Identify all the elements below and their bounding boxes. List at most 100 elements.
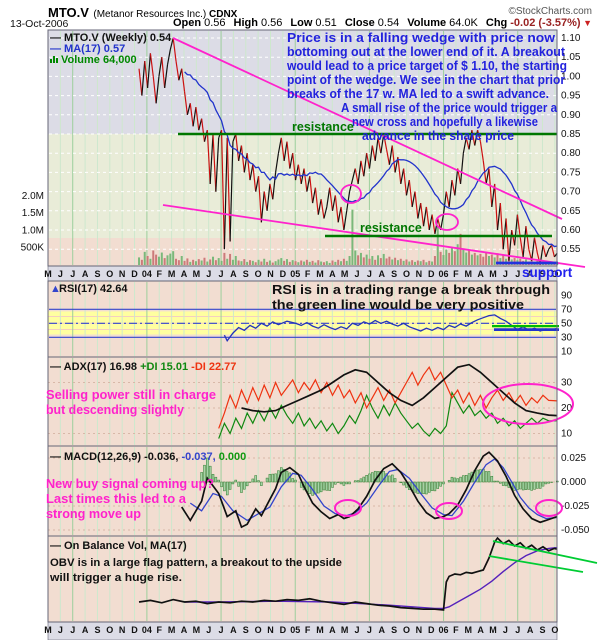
volume-bar	[291, 260, 294, 265]
price-line-segment	[209, 133, 214, 184]
macd-histogram-bar	[544, 481, 548, 485]
macd-histogram-bar	[496, 480, 499, 483]
annotation-text: advance in the share price	[362, 129, 514, 143]
price-line-segment	[380, 133, 385, 154]
annotation-text: A small rise of the price would trigger …	[341, 101, 558, 115]
volume-bar	[226, 258, 229, 265]
volume-bar	[490, 254, 493, 265]
price-line-segment	[146, 53, 152, 88]
volume-bar	[160, 252, 163, 265]
price-legend: — MTO.V (Weekly) 0.54	[50, 32, 172, 44]
macd-histogram-bar	[536, 481, 539, 489]
price-line-segment	[502, 218, 507, 250]
macd-histogram-bar	[200, 472, 203, 483]
price-line-segment	[249, 164, 254, 181]
volume-bar	[442, 254, 445, 265]
volume-bar	[502, 255, 505, 265]
volume-bar	[405, 259, 408, 265]
volume-bar	[485, 251, 488, 265]
volume-bar	[487, 256, 490, 265]
x-axis-month-label: J	[219, 269, 224, 279]
volume-bar	[428, 260, 431, 265]
copyright-label: ©StockCharts.com	[508, 6, 592, 17]
macd-histogram-bar	[442, 481, 445, 485]
price-zone-middle	[48, 134, 557, 238]
volume-bar	[408, 261, 411, 265]
price-line-segment	[277, 137, 282, 154]
adx-axis-label: 20	[561, 403, 573, 414]
x-axis-month-label: M	[316, 269, 324, 279]
x-axis-month-label: N	[119, 625, 126, 635]
price-line-segment	[138, 68, 143, 96]
x-axis-month-label: J	[58, 625, 63, 635]
volume-bar	[243, 259, 246, 265]
macd-histogram-bar	[538, 481, 542, 489]
annotation-text: the green line would be very positive	[272, 297, 524, 312]
quote-label: Chg	[485, 17, 508, 29]
volume-bar	[314, 262, 317, 265]
x-axis-month-label: A	[329, 625, 336, 635]
company-name: (Metanor Resources Inc.)	[93, 9, 209, 20]
x-axis-month-label: J	[367, 269, 372, 279]
volume-bar	[348, 256, 351, 265]
x-axis-month-label: O	[255, 269, 262, 279]
volume-bar	[251, 260, 254, 265]
price-line-segment	[226, 137, 231, 242]
volume-bar	[371, 256, 374, 265]
adx-highlight-ellipse	[482, 383, 574, 425]
macd-histogram-bar	[493, 480, 496, 483]
volume-bar	[325, 261, 328, 265]
price-line-segment	[494, 183, 499, 231]
volume-bar	[479, 253, 482, 265]
x-axis-month-label: A	[230, 269, 237, 279]
macd-histogram-bar	[228, 481, 232, 490]
macd-histogram-bar	[245, 481, 249, 487]
price-line-segment	[445, 191, 450, 208]
quote-date: 13-Oct-2006	[10, 18, 69, 30]
annotation-text: Last times this led to a	[46, 491, 187, 506]
macd-histogram-bar	[317, 481, 320, 494]
trendline	[172, 37, 563, 220]
volume-bar	[214, 260, 217, 265]
x-axis-month-label: S	[94, 625, 100, 635]
volume-bar	[337, 259, 340, 265]
price-line-segment	[246, 153, 251, 181]
obv-flag-line	[492, 540, 598, 564]
volume-bar	[359, 252, 362, 265]
price-line-segment	[454, 168, 459, 196]
volume-bar	[152, 250, 155, 265]
x-axis-month-label: J	[367, 625, 372, 635]
x-axis-month-label: J	[219, 625, 224, 635]
x-axis-month-label: S	[539, 269, 545, 279]
adx-axis-label: 30	[561, 378, 573, 389]
volume-bar	[308, 261, 311, 265]
volume-bar	[186, 258, 189, 265]
price-line-segment	[317, 199, 322, 215]
highlight-circle	[340, 184, 362, 204]
volume-bar	[140, 259, 143, 265]
price-panel-frame	[47, 29, 558, 267]
x-axis-month-label: A	[379, 625, 386, 635]
adx-axis-label: 10	[561, 429, 573, 440]
x-axis-month-label: M	[465, 269, 473, 279]
x-axis-month-label: 04	[142, 269, 152, 279]
price-line-segment	[448, 180, 453, 208]
price-line-segment	[178, 68, 183, 81]
macd-histogram-bar	[362, 476, 366, 483]
macd-histogram-bar	[422, 481, 425, 495]
macd-histogram-bar	[490, 475, 494, 483]
volume-bar	[402, 260, 405, 265]
price-line-segment	[152, 76, 157, 104]
volume-bar	[246, 261, 249, 265]
price-line-segment	[243, 153, 248, 173]
x-axis-month-label: M	[168, 269, 176, 279]
volume-bar	[200, 260, 203, 265]
price-line-segment	[511, 229, 516, 246]
macd-histogram-bar	[274, 473, 277, 483]
price-line-segment	[471, 130, 476, 146]
volume-bar	[382, 253, 385, 265]
x-axis-month-label: S	[94, 269, 100, 279]
x-axis-month-label: N	[267, 625, 274, 635]
x-axis-month-label: D	[428, 625, 435, 635]
price-line-segment	[192, 107, 197, 127]
